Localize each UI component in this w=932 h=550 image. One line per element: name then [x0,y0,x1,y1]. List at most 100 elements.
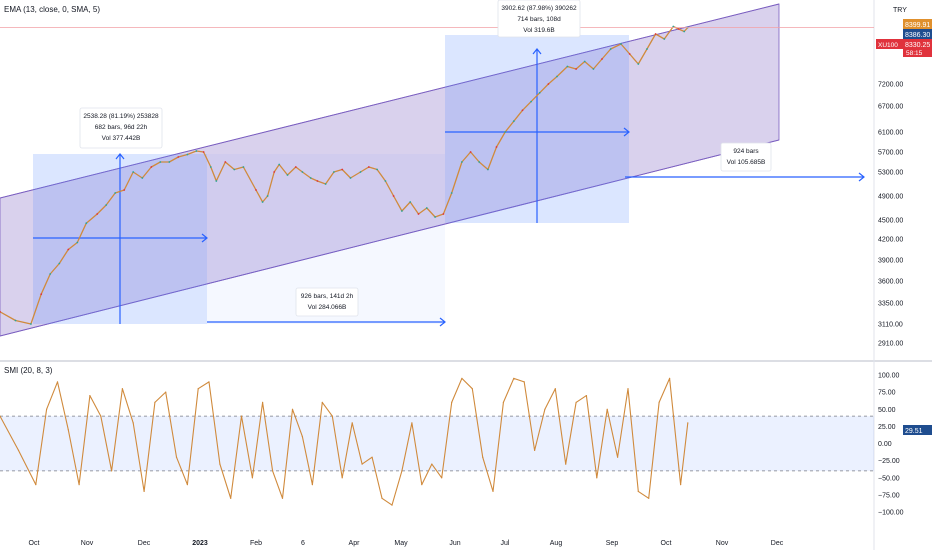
smi-point [637,490,639,492]
currency-label: TRY [893,7,907,14]
smi-point [411,422,413,424]
price-axis-tick-label: 5300.00 [878,170,903,177]
smi-point [482,456,484,458]
price-point [417,213,420,215]
measure-label-box [497,0,581,38]
oscillator-label[interactable]: SMI (20, 8, 3) [4,366,53,375]
smi-point [78,484,80,486]
price-point [512,120,515,123]
price-point [663,38,666,40]
smi-point [341,477,343,479]
smi-point [554,388,556,390]
price-point [367,166,370,168]
smi-point [121,388,123,390]
price-point [76,241,79,244]
price-point [620,43,622,45]
smi-point [175,456,178,458]
smi-point [371,456,373,458]
osc-value-badge-text: 29.51 [905,428,923,435]
smi-series-line[interactable] [0,377,689,506]
price-axis-tick-label: 3900.00 [878,258,903,265]
time-axis-tick-label: Dec [138,540,151,547]
channel-lower-line[interactable] [0,139,780,337]
smi-point [0,415,1,417]
smi-axis-tick-label: 100.00 [878,373,900,380]
price-point [273,171,276,173]
smi-point [523,381,525,383]
time-axis-tick-label: Sep [606,540,619,547]
price-point [224,161,227,163]
price-point [609,48,612,50]
price-point [547,83,550,85]
time-axis-tick-label: May [394,540,408,547]
smi-point [687,422,689,424]
price-axis-tick-label: 4900.00 [878,194,903,201]
ticker-badge[interactable] [876,39,903,49]
measure-label-text: 3902.62 (87.98%) 390262 [501,5,577,12]
price-axis-tick-label: 7200.00 [878,82,903,89]
price-point [450,192,453,194]
smi-point [46,408,48,410]
price-point [132,171,135,173]
price-point [401,210,403,212]
price-point [469,151,472,153]
time-axis-tick-label: Apr [349,540,361,547]
price-badge-mid-text: 8386.30 [905,32,930,39]
price-point [266,195,269,197]
smi-point [154,401,156,403]
price-point [425,207,428,209]
smi-axis-tick-label: −100.00 [878,510,904,517]
time-axis-tick-label: Oct [661,540,672,547]
price-point [233,168,236,171]
indicator-label[interactable]: EMA (13, close, 0, SMA, 5) [4,5,100,14]
measure-label-text: 2538.28 (81.19%) 253828 [83,113,159,120]
price-point [637,63,640,65]
price-axis-tick-label: 4500.00 [878,218,903,225]
measure-label-text: Vol 319.6B [523,27,554,34]
smi-point [451,401,453,403]
price-point [242,166,245,168]
price-point [177,156,180,158]
price-point [105,204,108,206]
smi-point [391,504,393,506]
price-point [186,153,189,156]
smi-point [648,497,650,499]
price-point [255,189,257,191]
measure-label-text: 924 bars [733,148,759,155]
price-point [141,177,144,179]
price-axis-tick-label: 3350.00 [878,301,903,308]
price-axis-tick-label: 6700.00 [878,104,903,111]
smi-axis-tick-label: 0.00 [878,441,892,448]
price-axis-tick-label: 4200.00 [878,237,903,244]
price-point [478,161,481,163]
price-point [49,273,52,275]
smi-point [351,422,353,424]
price-point [495,146,498,148]
price-pane[interactable] [0,0,874,360]
smi-point [251,477,253,479]
oscillator-pane[interactable] [0,362,874,532]
price-point [96,213,99,215]
price-point [168,161,171,163]
smi-point [17,449,20,451]
measure-label-text: Vol 105.685B [727,159,766,166]
time-axis-tick-label: Dec [771,540,784,547]
price-point [309,177,312,179]
smi-point [331,415,333,417]
price-point [67,248,70,251]
smi-point [219,463,221,465]
smi-point [291,408,294,410]
price-point [646,48,648,50]
price-point [409,201,412,203]
countdown-text: 58:15 [906,50,923,57]
smi-point [197,388,199,390]
channel-upper-line[interactable] [0,3,780,199]
time-axis-tick-label: 6 [301,540,305,547]
smi-point [585,395,588,397]
measure-label-box [295,287,359,317]
price-point [286,174,289,176]
smi-point [606,408,608,410]
price-point [654,33,657,35]
smi-point [658,401,660,403]
